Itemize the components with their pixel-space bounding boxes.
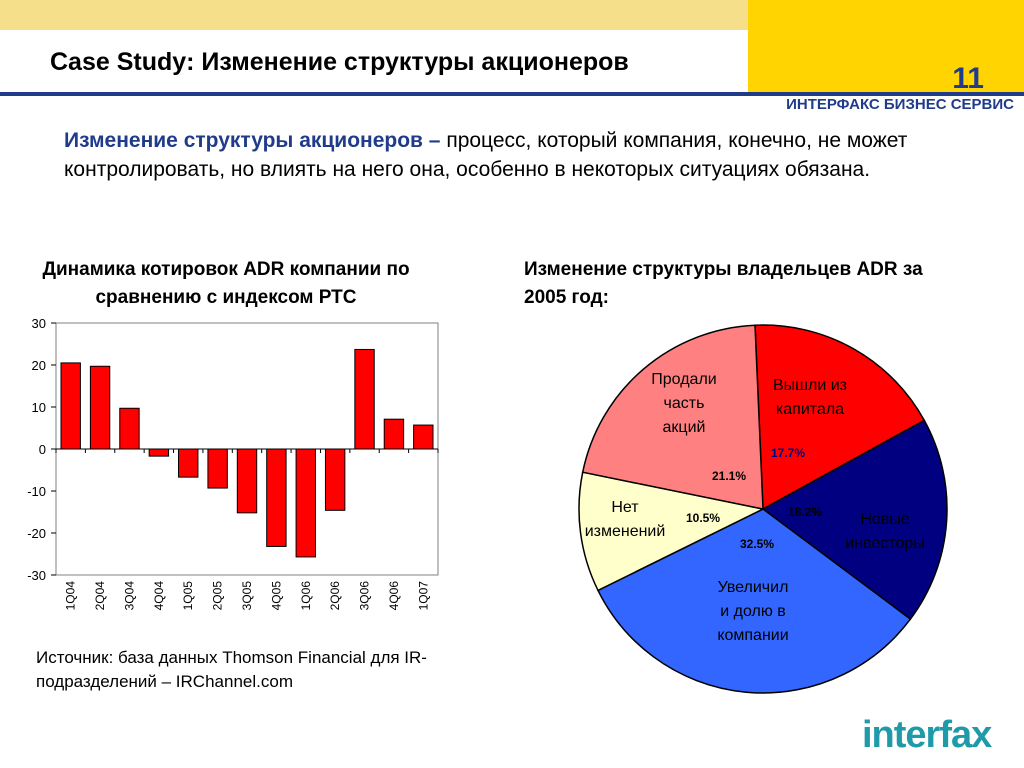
pie-slice-label: Вышли из капитала xyxy=(773,377,847,418)
pie-slice-percent: 10.5% xyxy=(686,511,720,525)
bar-1Q05 xyxy=(178,448,199,478)
intro-paragraph: Изменение структуры акционеров – процесс… xyxy=(64,126,964,184)
title-rule xyxy=(0,92,1024,96)
x-tick-label: 1Q05 xyxy=(181,581,195,611)
pie-slice-3 xyxy=(578,471,766,592)
pie-slice-label: Увеличил и долю в компании xyxy=(717,579,788,644)
brand-name: ИНТЕРФАКС БИЗНЕС СЕРВИС xyxy=(786,96,1014,113)
y-tick-label: 20 xyxy=(32,358,46,373)
top-band xyxy=(0,0,748,30)
bar-1Q07 xyxy=(413,424,434,450)
interfax-logo: interfax xyxy=(862,714,992,756)
bar-4Q05 xyxy=(266,448,287,547)
pie-slice-label: Новые инвесторы xyxy=(845,511,924,552)
pie-slice-1 xyxy=(761,419,948,621)
bar-2Q04 xyxy=(89,365,111,450)
x-tick-label: 3Q05 xyxy=(240,581,254,611)
top-band-right xyxy=(748,0,1024,30)
pie-slice-label: Продали часть акций xyxy=(651,371,716,436)
x-tick-label: 3Q04 xyxy=(122,581,136,611)
bar-2Q05 xyxy=(207,448,228,489)
intro-term: Изменение структуры акционеров – xyxy=(64,129,441,152)
y-tick-label: -30 xyxy=(27,568,46,583)
bar-4Q06 xyxy=(383,418,405,450)
y-tick-label: 10 xyxy=(32,400,46,415)
pie-slice-label: Нет изменений xyxy=(585,499,666,540)
slide-title: Case Study: Изменение структуры акционер… xyxy=(50,48,629,76)
bar-3Q04 xyxy=(119,407,140,450)
x-tick-label: 4Q06 xyxy=(387,581,401,611)
pie-slice-4 xyxy=(581,324,764,510)
y-tick-label: 30 xyxy=(32,316,46,331)
pie-chart-title: Изменение структуры владельцев ADR за 20… xyxy=(524,259,923,308)
bar-2Q06 xyxy=(324,448,346,511)
x-tick-label: 1Q04 xyxy=(64,581,78,611)
x-tick-label: 2Q04 xyxy=(93,581,107,611)
x-tick-label: 4Q04 xyxy=(152,581,166,611)
bar-3Q05 xyxy=(236,448,258,514)
title-area xyxy=(0,30,748,92)
x-tick-label: 3Q06 xyxy=(358,581,372,611)
x-tick-label: 4Q05 xyxy=(269,581,283,611)
brand-box: 11 ИНТЕРФАКС БИЗНЕС СЕРВИС xyxy=(748,30,1024,113)
bar-1Q04 xyxy=(60,362,81,450)
y-tick-label: -10 xyxy=(27,484,46,499)
x-tick-label: 1Q07 xyxy=(416,581,430,611)
bar-1Q06 xyxy=(295,448,316,558)
pie-slice-percent: 32.5% xyxy=(740,537,774,551)
bar-3Q06 xyxy=(354,348,375,450)
bar-4Q04 xyxy=(148,448,170,457)
x-tick-label: 1Q06 xyxy=(299,581,313,611)
bar-chart-title: Динамика котировок ADR компании по сравн… xyxy=(42,259,410,308)
slide-number: 11 xyxy=(952,62,984,95)
x-tick-label: 2Q06 xyxy=(328,581,342,611)
owners-pie-chart: Вышли из капитала 17.7% Новые инвесторы 18.2%… xyxy=(578,324,948,694)
pie-slice-percent: 21.1% xyxy=(712,469,746,483)
pie-slice-2 xyxy=(596,508,912,694)
adr-bar-chart: 30 20 10 0 -10 -20 -30 1Q04 2Q04 3Q04 4Q04 1Q05 2Q05… xyxy=(27,316,439,611)
source-note: Источник: база данных Thomson Financial … xyxy=(36,648,427,691)
intro-text: процесс, который компания, конечно, не м… xyxy=(64,129,908,181)
pie-slice-percent: 18.2% xyxy=(788,505,822,519)
pie-slice-0 xyxy=(754,324,926,511)
x-tick-label: 2Q05 xyxy=(211,581,225,611)
pie-slice-percent: 17.7% xyxy=(771,446,805,460)
y-tick-label: 0 xyxy=(39,442,46,457)
y-tick-label: -20 xyxy=(27,526,46,541)
